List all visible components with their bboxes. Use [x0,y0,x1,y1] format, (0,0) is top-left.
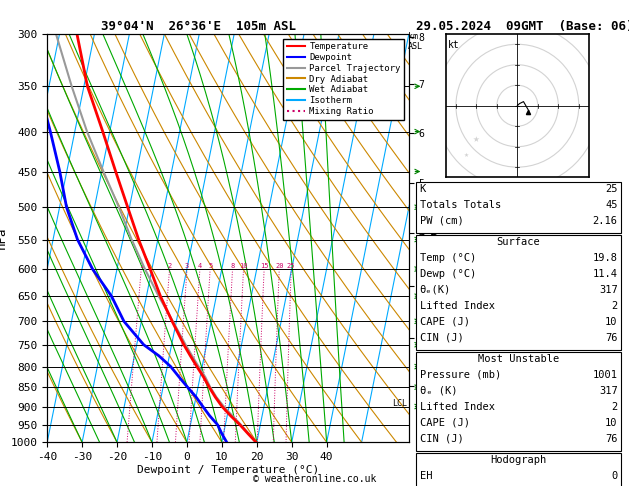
Text: Pressure (mb): Pressure (mb) [420,370,501,380]
Text: 11.4: 11.4 [593,269,618,279]
Text: K: K [420,184,426,194]
Text: θₑ(K): θₑ(K) [420,285,451,295]
Text: 76: 76 [605,434,618,444]
Text: 4: 4 [198,263,202,269]
Text: CAPE (J): CAPE (J) [420,418,469,428]
Text: 20: 20 [275,263,284,269]
Text: ★: ★ [473,135,480,144]
Text: kt: kt [448,40,459,50]
Y-axis label: hPa: hPa [0,227,8,249]
Text: θₑ (K): θₑ (K) [420,386,457,396]
Text: 1001: 1001 [593,370,618,380]
Text: 10: 10 [239,263,248,269]
Text: Most Unstable: Most Unstable [478,354,559,364]
Text: 2: 2 [611,301,618,311]
Text: CIN (J): CIN (J) [420,333,464,343]
Text: CIN (J): CIN (J) [420,434,464,444]
Text: 317: 317 [599,285,618,295]
Text: 19.8: 19.8 [593,253,618,263]
Text: 1: 1 [139,263,143,269]
Text: PW (cm): PW (cm) [420,216,464,226]
Text: EH: EH [420,471,432,481]
Text: Lifted Index: Lifted Index [420,402,494,412]
Text: Hodograph: Hodograph [491,455,547,465]
Text: LCL: LCL [392,399,407,408]
X-axis label: Dewpoint / Temperature (°C): Dewpoint / Temperature (°C) [137,465,319,475]
Y-axis label: Mixing Ratio (g/kg): Mixing Ratio (g/kg) [428,182,438,294]
Text: 2: 2 [167,263,172,269]
Text: 5: 5 [208,263,213,269]
Text: Dewp (°C): Dewp (°C) [420,269,476,279]
Text: 2: 2 [611,402,618,412]
Text: 3: 3 [185,263,189,269]
Text: 2.16: 2.16 [593,216,618,226]
Legend: Temperature, Dewpoint, Parcel Trajectory, Dry Adiabat, Wet Adiabat, Isotherm, Mi: Temperature, Dewpoint, Parcel Trajectory… [283,38,404,120]
Text: Lifted Index: Lifted Index [420,301,494,311]
Text: 25: 25 [605,184,618,194]
Text: 8: 8 [230,263,235,269]
Text: ★: ★ [464,150,469,159]
Text: 45: 45 [605,200,618,210]
Text: 0: 0 [611,471,618,481]
Text: 25: 25 [287,263,296,269]
Text: 15: 15 [260,263,269,269]
Text: Totals Totals: Totals Totals [420,200,501,210]
Text: 39°04'N  26°36'E  105m ASL: 39°04'N 26°36'E 105m ASL [101,20,296,33]
Text: Temp (°C): Temp (°C) [420,253,476,263]
Text: 10: 10 [605,317,618,327]
Text: Surface: Surface [497,237,540,247]
Text: 76: 76 [605,333,618,343]
Text: CAPE (J): CAPE (J) [420,317,469,327]
Text: km
ASL: km ASL [408,32,423,51]
Text: 317: 317 [599,386,618,396]
Text: © weatheronline.co.uk: © weatheronline.co.uk [253,473,376,484]
Text: 29.05.2024  09GMT  (Base: 06): 29.05.2024 09GMT (Base: 06) [416,20,629,34]
Text: 10: 10 [605,418,618,428]
